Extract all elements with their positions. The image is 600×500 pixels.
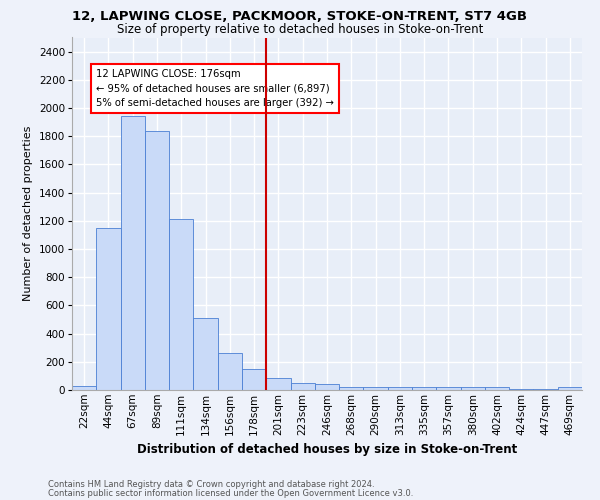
Bar xyxy=(412,387,436,390)
Bar xyxy=(364,387,388,390)
Bar xyxy=(461,387,485,390)
Bar xyxy=(558,387,582,390)
Bar xyxy=(485,387,509,390)
Bar xyxy=(436,387,461,390)
Y-axis label: Number of detached properties: Number of detached properties xyxy=(23,126,33,302)
Text: 12, LAPWING CLOSE, PACKMOOR, STOKE-ON-TRENT, ST7 4GB: 12, LAPWING CLOSE, PACKMOOR, STOKE-ON-TR… xyxy=(73,10,527,23)
Bar xyxy=(266,378,290,390)
Bar xyxy=(121,116,145,390)
Bar xyxy=(145,130,169,390)
Bar xyxy=(388,387,412,390)
Bar xyxy=(169,220,193,390)
Bar xyxy=(72,386,96,390)
Bar xyxy=(193,318,218,390)
Text: Contains HM Land Registry data © Crown copyright and database right 2024.: Contains HM Land Registry data © Crown c… xyxy=(48,480,374,489)
Bar xyxy=(315,384,339,390)
Bar xyxy=(218,352,242,390)
Text: Contains public sector information licensed under the Open Government Licence v3: Contains public sector information licen… xyxy=(48,488,413,498)
Bar xyxy=(242,369,266,390)
Bar xyxy=(339,387,364,390)
Bar xyxy=(96,228,121,390)
X-axis label: Distribution of detached houses by size in Stoke-on-Trent: Distribution of detached houses by size … xyxy=(137,443,517,456)
Text: Size of property relative to detached houses in Stoke-on-Trent: Size of property relative to detached ho… xyxy=(117,22,483,36)
Bar xyxy=(290,384,315,390)
Text: 12 LAPWING CLOSE: 176sqm
← 95% of detached houses are smaller (6,897)
5% of semi: 12 LAPWING CLOSE: 176sqm ← 95% of detach… xyxy=(96,68,334,108)
